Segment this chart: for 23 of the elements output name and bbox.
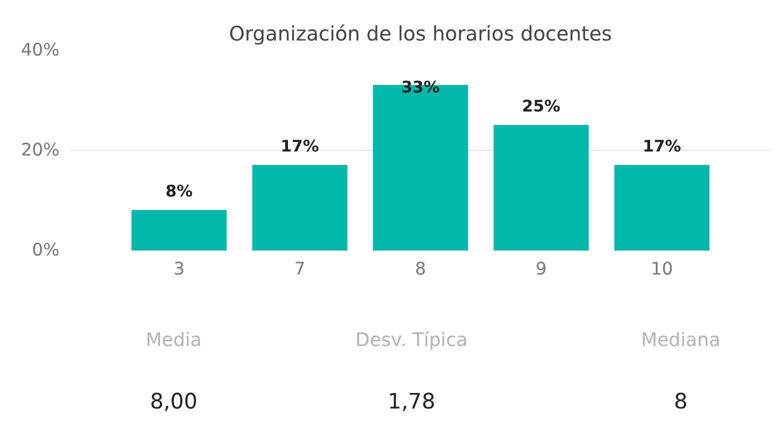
x-tick-label: 9 — [536, 260, 547, 280]
bar — [132, 210, 227, 250]
data-label: 17% — [280, 136, 319, 156]
data-label: 17% — [642, 136, 682, 156]
text: 8,00 — [150, 390, 198, 414]
y-tick-label: 0% — [32, 240, 60, 260]
x-tick-label: 10 — [650, 260, 673, 280]
text: Media — [146, 330, 202, 351]
text: Mediana — [641, 330, 720, 351]
x-tick-label: 3 — [174, 260, 185, 280]
bar — [494, 125, 589, 250]
chart-title: Organización de los horarios docentes — [229, 22, 612, 46]
x-tick-label: 7 — [294, 260, 306, 280]
bar — [614, 165, 710, 250]
y-tick-label: 40% — [20, 40, 60, 60]
data-label: 8% — [166, 182, 193, 200]
x-tick-label: 8 — [414, 260, 426, 280]
y-tick-label: 20% — [20, 140, 60, 160]
data-label: 25% — [522, 96, 560, 116]
text: Desv. Típica — [355, 330, 468, 351]
bar — [252, 165, 348, 250]
text: 1,78 — [388, 390, 436, 414]
text: 8 — [674, 390, 688, 414]
